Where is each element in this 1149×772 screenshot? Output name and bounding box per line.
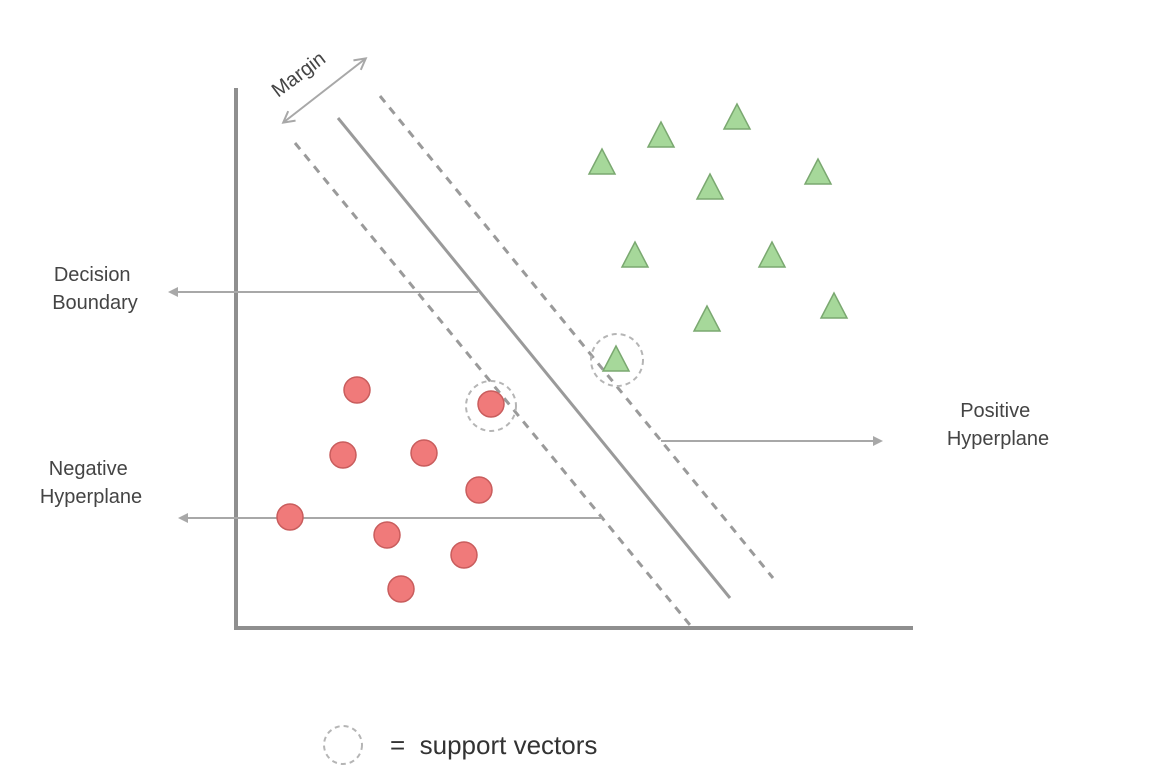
negative-point (465, 476, 493, 504)
negative-hyperplane-label-line2: Hyperplane (40, 486, 142, 508)
positive-point (722, 102, 752, 130)
positive-point (646, 120, 676, 148)
negative-point (343, 376, 371, 404)
legend-text: = support vectors (390, 730, 597, 760)
positive-class-points (587, 102, 849, 372)
negative-point (387, 575, 415, 603)
positive-point (692, 304, 722, 332)
positive-hyperplane-label-line2: Hyperplane (947, 428, 1049, 450)
decision-boundary-line (336, 117, 732, 599)
positive-point (695, 172, 725, 200)
decision-boundary-label: Decision Boundary (52, 264, 138, 314)
margin-arrow (284, 59, 365, 122)
positive-point (757, 240, 787, 268)
positive-point (819, 291, 849, 319)
positive-point (587, 147, 617, 175)
decision-boundary-label-line2: Boundary (52, 292, 138, 314)
negative-support-vector-point (477, 390, 505, 418)
positive-hyperplane-label-line1: Positive (960, 400, 1030, 422)
negative-hyperplane-label: Negative Hyperplane (40, 458, 142, 508)
negative-hyperplane-label-line1: Negative (49, 458, 128, 480)
negative-point (450, 541, 478, 569)
legend-support-vector-icon (323, 725, 363, 765)
negative-support-vector-ring (465, 380, 517, 432)
negative-class-points (276, 376, 505, 603)
negative-point (373, 521, 401, 549)
positive-hyperplane-line (378, 95, 775, 579)
decision-boundary-label-line1: Decision (54, 264, 131, 286)
positive-support-vector-point (601, 344, 631, 372)
positive-point (620, 240, 650, 268)
positive-point (803, 157, 833, 185)
negative-point (410, 439, 438, 467)
negative-point (329, 441, 357, 469)
negative-point (276, 503, 304, 531)
positive-hyperplane-label: Positive Hyperplane (947, 400, 1049, 450)
positive-support-vector-ring (590, 333, 644, 387)
